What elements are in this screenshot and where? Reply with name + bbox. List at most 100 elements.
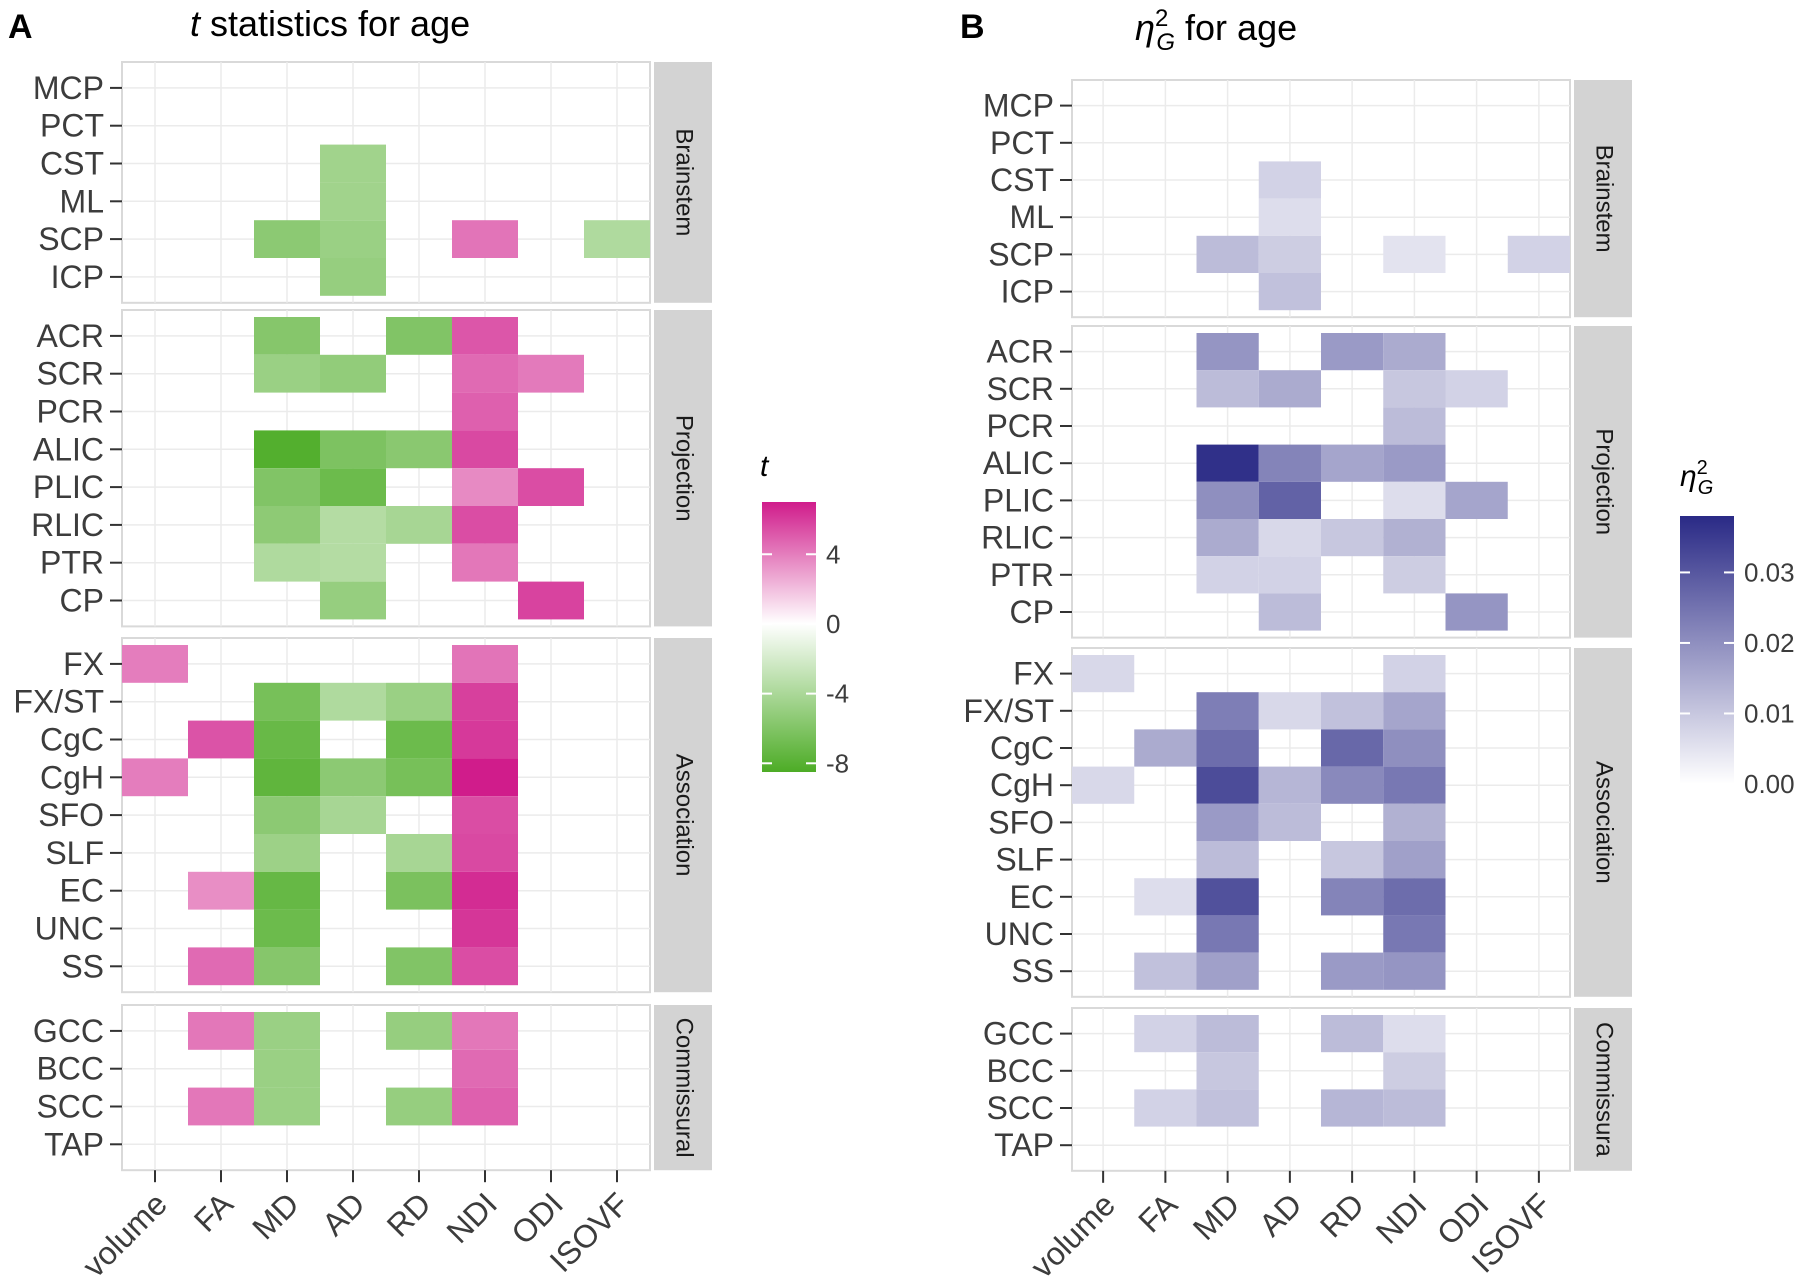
legend-a-tick-label: -4	[826, 679, 849, 709]
panel-a-label: A	[8, 8, 33, 46]
a-cell-acr-rd	[386, 317, 452, 355]
a-cell-ml-ad	[320, 182, 386, 221]
a-cell-cp-odi	[518, 581, 584, 620]
a-x-label-volume: volume	[76, 1186, 174, 1280]
b-row-label-scc: SCC	[986, 1090, 1054, 1126]
a-cell-scr-md	[254, 354, 320, 393]
a-cell-scc-rd	[386, 1087, 452, 1126]
a-facet-strip	[654, 638, 712, 993]
a-facet-strip-label: Projection	[671, 415, 698, 522]
a-cell-sfo-ad	[320, 796, 386, 834]
b-row-label-icp: ICP	[1001, 274, 1054, 310]
b-cell-ec-ndi	[1383, 878, 1446, 916]
b-x-label-ndi: NDI	[1369, 1186, 1433, 1250]
b-cell-ss-md	[1196, 952, 1259, 990]
a-cell-scr-odi	[518, 354, 584, 393]
a-cell-bcc-md	[254, 1049, 320, 1088]
b-cell-acr-md	[1196, 333, 1259, 371]
legend-a-tick-label: -8	[826, 748, 849, 778]
panel-a-title-rest: statistics for age	[200, 3, 470, 44]
b-row-label-pct: PCT	[990, 125, 1054, 161]
a-row-label-alic: ALIC	[33, 431, 104, 467]
a-cell-cgh-ndi	[452, 758, 518, 797]
b-x-label-rd: RD	[1313, 1186, 1371, 1244]
b-row-label-slf: SLF	[995, 842, 1054, 878]
a-cell-ec-md	[254, 871, 320, 910]
a-cell-cgh-md	[254, 758, 320, 797]
panel-a-heatmap: MCPPCTCSTMLSCPICPBrainstemACRSCRPCRALICP…	[13, 61, 712, 1284]
a-row-label-ec: EC	[60, 873, 104, 909]
b-cell-fx-st-md	[1196, 692, 1259, 730]
a-cell-scp-isovf	[584, 220, 650, 258]
b-cell-sfo-md	[1196, 803, 1259, 841]
panel-b-title: η2 G for age	[1135, 5, 1297, 56]
a-cell-alic-md	[254, 430, 320, 469]
a-cell-scc-fa	[188, 1087, 254, 1126]
b-cell-slf-md	[1196, 841, 1259, 879]
b-cell-sfo-ndi	[1383, 803, 1446, 841]
b-row-label-unc: UNC	[985, 916, 1054, 952]
a-cell-scc-ndi	[452, 1087, 518, 1126]
b-cell-gcc-ndi	[1383, 1015, 1446, 1053]
a-cell-ec-ndi	[452, 871, 518, 910]
a-facet-strip	[654, 62, 712, 303]
a-row-label-scc: SCC	[36, 1089, 104, 1125]
b-row-label-cp: CP	[1010, 594, 1054, 630]
legend-b-title-eta: η	[1680, 460, 1697, 493]
a-cell-gcc-rd	[386, 1012, 452, 1050]
a-cell-scp-ndi	[452, 220, 518, 258]
a-cell-ss-rd	[386, 947, 452, 986]
legend-a: t 4 0 -4 -8	[760, 450, 849, 778]
b-cell-cgh-volume	[1072, 766, 1135, 804]
b-x-label-md: MD	[1186, 1186, 1247, 1247]
b-cell-plic-md	[1196, 481, 1259, 519]
a-cell-scc-md	[254, 1087, 320, 1126]
a-cell-ptr-md	[254, 543, 320, 582]
a-cell-fx-volume	[122, 645, 188, 683]
a-row-label-pcr: PCR	[36, 394, 104, 430]
b-cell-scc-rd	[1321, 1089, 1384, 1127]
b-row-label-ml: ML	[1010, 199, 1054, 235]
b-row-label-rlic: RLIC	[981, 520, 1054, 556]
b-row-label-ec: EC	[1010, 879, 1054, 915]
b-cell-scr-odi	[1445, 370, 1508, 408]
a-cell-cgc-ndi	[452, 720, 518, 759]
a-cell-acr-md	[254, 317, 320, 355]
b-cell-gcc-rd	[1321, 1015, 1384, 1053]
a-cell-fx-st-ad	[320, 682, 386, 721]
b-cell-cgc-md	[1196, 729, 1259, 767]
a-cell-scr-ndi	[452, 354, 518, 393]
a-x-label-fa: FA	[187, 1185, 241, 1239]
a-cell-pcr-ndi	[452, 392, 518, 431]
b-row-label-scp: SCP	[988, 236, 1054, 272]
a-cell-rlic-ndi	[452, 506, 518, 544]
b-cell-scr-md	[1196, 370, 1259, 408]
b-row-label-plic: PLIC	[983, 482, 1054, 518]
legend-b: η2 G 0.03 0.02 0.01 0.00	[1680, 457, 1795, 799]
b-row-label-ptr: PTR	[990, 557, 1054, 593]
legend-a-colorbar	[762, 502, 816, 772]
b-cell-plic-ad	[1258, 481, 1321, 519]
a-cell-ss-ndi	[452, 947, 518, 986]
b-row-label-fx: FX	[1013, 656, 1054, 692]
b-facet-strip	[1574, 648, 1632, 997]
a-row-label-tap: TAP	[44, 1126, 104, 1162]
a-cell-alic-ad	[320, 430, 386, 469]
legend-b-title: η2 G	[1680, 457, 1713, 499]
b-cell-rlic-rd	[1321, 519, 1384, 557]
b-row-label-cst: CST	[990, 162, 1054, 198]
a-row-label-scr: SCR	[36, 356, 104, 392]
b-cell-cp-odi	[1445, 593, 1508, 631]
b-row-label-cgh: CgH	[990, 767, 1054, 803]
a-row-label-acr: ACR	[36, 318, 104, 354]
a-cell-rlic-ad	[320, 506, 386, 544]
panel-a-title-t: t	[190, 3, 202, 44]
b-cell-ml-ad	[1258, 198, 1321, 236]
a-cell-ptr-ndi	[452, 543, 518, 582]
b-facet-strip-label: Commissura	[1591, 1022, 1618, 1157]
a-cell-rlic-md	[254, 506, 320, 544]
b-cell-ptr-ad	[1258, 556, 1321, 594]
panel-b-heatmap: MCPPCTCSTMLSCPICPBrainstemACRSCRPCRALICP…	[963, 79, 1632, 1285]
